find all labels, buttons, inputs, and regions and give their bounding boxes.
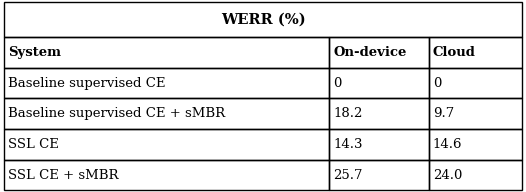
Text: Cloud: Cloud (433, 46, 476, 59)
Text: 14.6: 14.6 (433, 138, 462, 151)
Text: Baseline supervised CE: Baseline supervised CE (8, 76, 166, 89)
Text: 9.7: 9.7 (433, 107, 454, 120)
Text: 14.3: 14.3 (333, 138, 363, 151)
Text: 0: 0 (433, 76, 441, 89)
Text: 25.7: 25.7 (333, 169, 363, 182)
Text: Baseline supervised CE + sMBR: Baseline supervised CE + sMBR (8, 107, 226, 120)
Text: 0: 0 (333, 76, 342, 89)
Text: SSL CE + sMBR: SSL CE + sMBR (8, 169, 119, 182)
Text: 18.2: 18.2 (333, 107, 363, 120)
Text: System: System (8, 46, 62, 59)
Text: WERR (%): WERR (%) (221, 12, 305, 26)
Text: SSL CE: SSL CE (8, 138, 59, 151)
Text: On-device: On-device (333, 46, 407, 59)
Text: 24.0: 24.0 (433, 169, 462, 182)
